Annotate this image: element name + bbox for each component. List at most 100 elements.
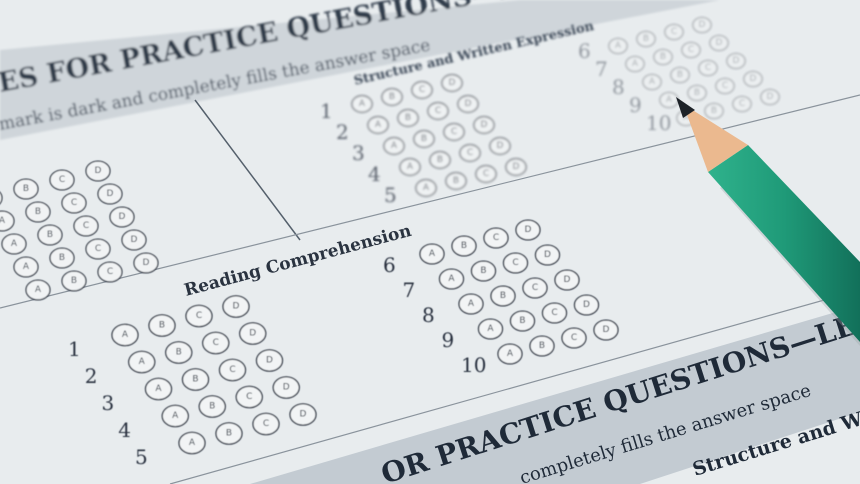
answer-bubble-d[interactable] bbox=[515, 219, 541, 241]
answer-bubble-d[interactable] bbox=[289, 403, 317, 426]
answer-bubble-a[interactable] bbox=[25, 279, 51, 301]
answer-bubble-a[interactable] bbox=[161, 404, 189, 428]
answer-bubble-b[interactable] bbox=[25, 201, 51, 223]
answer-bubble-b[interactable] bbox=[687, 84, 707, 102]
answer-bubble-a[interactable] bbox=[497, 343, 523, 365]
answer-bubble-c[interactable] bbox=[664, 23, 684, 41]
answer-bubble-d[interactable] bbox=[222, 295, 250, 318]
answer-bubble-d[interactable] bbox=[726, 52, 746, 70]
answer-bubble-d[interactable] bbox=[133, 252, 159, 274]
answer-bubble-b[interactable] bbox=[451, 235, 477, 257]
answer-bubble-b[interactable] bbox=[397, 109, 419, 127]
answer-bubble-b[interactable] bbox=[198, 395, 226, 418]
answer-bubble-b[interactable] bbox=[148, 314, 176, 337]
answer-bubble-c[interactable] bbox=[427, 102, 449, 120]
answer-bubble-b[interactable] bbox=[37, 224, 63, 246]
answer-bubble-d[interactable] bbox=[760, 88, 780, 106]
answer-bubble-c[interactable] bbox=[218, 358, 247, 382]
answer-bubble-b[interactable] bbox=[165, 341, 193, 364]
answer-bubble-b[interactable] bbox=[13, 178, 39, 200]
answer-bubble-c[interactable] bbox=[411, 81, 433, 99]
answer-bubble-b[interactable] bbox=[445, 172, 467, 190]
answer-bubble-a[interactable] bbox=[367, 116, 389, 134]
answer-bubble-d[interactable] bbox=[593, 319, 619, 341]
answer-bubble-d[interactable] bbox=[239, 322, 267, 345]
answer-bubble-a[interactable] bbox=[128, 350, 156, 374]
answer-bubble-d[interactable] bbox=[534, 244, 561, 266]
answer-bubble-d[interactable] bbox=[457, 95, 479, 113]
answer-bubble-a[interactable] bbox=[438, 268, 465, 290]
answer-bubble-c[interactable] bbox=[681, 41, 701, 59]
answer-bubble-b[interactable] bbox=[509, 310, 536, 332]
answer-bubble-a[interactable] bbox=[383, 137, 405, 155]
answer-bubble-c[interactable] bbox=[732, 95, 752, 113]
answer-bubble-c[interactable] bbox=[715, 77, 735, 95]
answer-bubble-d[interactable] bbox=[85, 160, 111, 182]
answer-bubble-c[interactable] bbox=[73, 215, 99, 237]
answer-bubble-c[interactable] bbox=[459, 144, 481, 162]
answer-bubble-d[interactable] bbox=[109, 206, 135, 228]
answer-bubble-b[interactable] bbox=[215, 422, 243, 445]
answer-bubble-b[interactable] bbox=[653, 48, 673, 66]
answer-bubble-a[interactable] bbox=[351, 95, 373, 113]
answer-bubble-b[interactable] bbox=[490, 285, 516, 307]
answer-bubble-c[interactable] bbox=[85, 238, 111, 260]
answer-bubble-d[interactable] bbox=[743, 70, 763, 88]
bubble-letter: C bbox=[246, 392, 252, 402]
answer-bubble-a[interactable] bbox=[419, 243, 445, 265]
answer-bubble-c[interactable] bbox=[541, 302, 568, 324]
answer-bubble-b[interactable] bbox=[670, 66, 690, 84]
answer-bubble-d[interactable] bbox=[441, 74, 463, 92]
answer-bubble-d[interactable] bbox=[554, 269, 580, 291]
answer-bubble-d[interactable] bbox=[272, 376, 300, 399]
answer-bubble-a[interactable] bbox=[399, 158, 421, 176]
answer-bubble-d[interactable] bbox=[573, 294, 600, 316]
answer-bubble-b[interactable] bbox=[49, 247, 75, 269]
answer-bubble-b[interactable] bbox=[704, 102, 724, 120]
answer-bubble-d[interactable] bbox=[255, 349, 284, 372]
answer-bubble-c[interactable] bbox=[561, 327, 587, 349]
answer-bubble-b[interactable] bbox=[429, 151, 451, 169]
answer-bubble-b[interactable] bbox=[636, 30, 656, 48]
answer-bubble-c[interactable] bbox=[475, 165, 497, 183]
answer-bubble-c[interactable] bbox=[522, 277, 548, 299]
answer-bubble-a[interactable] bbox=[1, 233, 27, 255]
answer-bubble-a[interactable] bbox=[642, 73, 662, 91]
answer-bubble-b[interactable] bbox=[181, 368, 210, 391]
answer-bubble-c[interactable] bbox=[49, 169, 75, 191]
answer-bubble-b[interactable] bbox=[413, 130, 435, 148]
answer-bubble-a[interactable] bbox=[458, 293, 484, 315]
answer-bubble-d[interactable] bbox=[692, 16, 712, 34]
answer-bubble-a[interactable] bbox=[178, 431, 206, 455]
answer-bubble-b[interactable] bbox=[470, 260, 497, 282]
answer-bubble-a[interactable] bbox=[415, 179, 437, 197]
answer-bubble-d[interactable] bbox=[489, 137, 511, 155]
answer-bubble-a[interactable] bbox=[0, 210, 15, 232]
answer-bubble-b[interactable] bbox=[381, 88, 403, 106]
answer-bubble-d[interactable] bbox=[121, 229, 147, 251]
answer-bubble-a[interactable] bbox=[111, 323, 139, 347]
answer-bubble-c[interactable] bbox=[698, 59, 718, 77]
answer-bubble-a[interactable] bbox=[608, 37, 628, 55]
answer-bubble-a[interactable] bbox=[13, 256, 39, 278]
answer-bubble-b[interactable] bbox=[529, 335, 555, 357]
answer-bubble-a[interactable] bbox=[477, 318, 504, 340]
answer-bubble-c[interactable] bbox=[443, 123, 465, 141]
answer-bubble-c[interactable] bbox=[502, 252, 529, 274]
answer-bubble-c[interactable] bbox=[483, 227, 509, 249]
answer-bubble-a[interactable] bbox=[0, 188, 3, 208]
answer-bubble-d[interactable] bbox=[97, 183, 123, 205]
bubble-letter: B bbox=[421, 134, 427, 144]
answer-bubble-a[interactable] bbox=[144, 377, 173, 401]
answer-bubble-c[interactable] bbox=[61, 192, 87, 214]
answer-bubble-d[interactable] bbox=[709, 34, 729, 52]
answer-bubble-d[interactable] bbox=[473, 116, 495, 134]
answer-bubble-c[interactable] bbox=[235, 385, 263, 409]
answer-bubble-b[interactable] bbox=[61, 270, 87, 292]
answer-bubble-a[interactable] bbox=[625, 55, 645, 73]
answer-bubble-c[interactable] bbox=[185, 304, 213, 328]
answer-bubble-c[interactable] bbox=[97, 261, 123, 283]
answer-bubble-c[interactable] bbox=[252, 412, 280, 436]
answer-bubble-c[interactable] bbox=[202, 331, 230, 355]
answer-bubble-d[interactable] bbox=[505, 158, 527, 176]
